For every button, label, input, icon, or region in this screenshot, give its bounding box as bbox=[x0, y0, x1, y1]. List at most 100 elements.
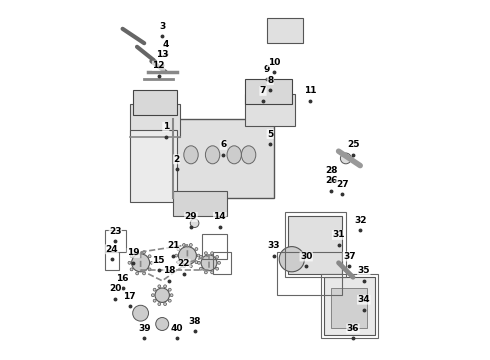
Circle shape bbox=[169, 288, 171, 291]
Text: 12: 12 bbox=[152, 61, 165, 70]
Bar bbox=[173, 119, 274, 198]
Bar bbox=[130, 130, 176, 202]
Circle shape bbox=[182, 265, 185, 267]
Circle shape bbox=[130, 255, 133, 258]
Bar bbox=[104, 230, 126, 252]
Circle shape bbox=[169, 299, 171, 302]
Ellipse shape bbox=[242, 146, 256, 164]
Circle shape bbox=[199, 267, 202, 270]
Text: 16: 16 bbox=[116, 274, 129, 283]
Bar bbox=[104, 252, 119, 270]
Circle shape bbox=[158, 303, 161, 306]
Text: 29: 29 bbox=[185, 212, 197, 221]
Text: 4: 4 bbox=[163, 40, 169, 49]
Circle shape bbox=[177, 261, 180, 264]
Circle shape bbox=[164, 303, 167, 306]
Text: 34: 34 bbox=[358, 295, 370, 304]
Text: 20: 20 bbox=[109, 284, 122, 293]
Circle shape bbox=[201, 255, 217, 271]
Text: 8: 8 bbox=[267, 76, 273, 85]
Circle shape bbox=[216, 256, 219, 258]
Bar bbox=[277, 252, 342, 295]
Text: 31: 31 bbox=[332, 230, 345, 239]
Circle shape bbox=[211, 252, 214, 255]
Circle shape bbox=[148, 268, 151, 271]
Text: 2: 2 bbox=[173, 155, 180, 164]
Circle shape bbox=[190, 219, 199, 228]
Bar bbox=[267, 18, 303, 43]
Text: 38: 38 bbox=[188, 317, 201, 326]
Text: 10: 10 bbox=[268, 58, 280, 67]
Circle shape bbox=[195, 261, 198, 264]
Circle shape bbox=[341, 153, 351, 164]
Text: 40: 40 bbox=[171, 324, 183, 333]
Bar bbox=[324, 277, 374, 335]
Circle shape bbox=[132, 254, 149, 272]
Ellipse shape bbox=[205, 146, 220, 164]
Circle shape bbox=[133, 305, 148, 321]
Text: 1: 1 bbox=[163, 122, 169, 131]
Text: 5: 5 bbox=[267, 130, 273, 139]
Text: 13: 13 bbox=[156, 50, 169, 59]
Text: 23: 23 bbox=[109, 227, 122, 236]
Circle shape bbox=[164, 285, 167, 288]
Text: 11: 11 bbox=[303, 86, 316, 95]
Text: 35: 35 bbox=[358, 266, 370, 275]
Circle shape bbox=[279, 247, 304, 272]
Circle shape bbox=[175, 254, 178, 257]
Bar bbox=[331, 288, 368, 328]
Circle shape bbox=[158, 285, 161, 288]
Text: 15: 15 bbox=[152, 256, 165, 265]
Circle shape bbox=[130, 268, 133, 271]
Circle shape bbox=[143, 251, 146, 254]
Text: 21: 21 bbox=[167, 241, 179, 250]
Bar bbox=[245, 79, 292, 104]
Circle shape bbox=[218, 261, 220, 264]
Text: 14: 14 bbox=[214, 212, 226, 221]
Circle shape bbox=[204, 252, 207, 255]
Text: 25: 25 bbox=[347, 140, 359, 149]
Text: 28: 28 bbox=[325, 166, 338, 175]
Text: 27: 27 bbox=[336, 180, 348, 189]
Text: 6: 6 bbox=[220, 140, 226, 149]
Ellipse shape bbox=[184, 146, 198, 164]
Circle shape bbox=[143, 272, 146, 275]
Text: 36: 36 bbox=[347, 324, 359, 333]
Circle shape bbox=[197, 261, 200, 264]
Circle shape bbox=[170, 294, 173, 297]
Bar bbox=[320, 274, 378, 338]
Circle shape bbox=[199, 256, 202, 258]
Text: 30: 30 bbox=[300, 252, 313, 261]
Circle shape bbox=[136, 272, 139, 275]
Circle shape bbox=[156, 318, 169, 330]
Text: 9: 9 bbox=[264, 65, 270, 74]
Circle shape bbox=[153, 299, 156, 302]
Text: 37: 37 bbox=[343, 252, 356, 261]
Circle shape bbox=[204, 271, 207, 274]
Circle shape bbox=[177, 248, 180, 251]
Text: 39: 39 bbox=[138, 324, 150, 333]
Circle shape bbox=[190, 244, 192, 247]
Text: 18: 18 bbox=[163, 266, 175, 275]
Circle shape bbox=[128, 261, 131, 264]
Circle shape bbox=[151, 294, 154, 297]
Text: 33: 33 bbox=[268, 241, 280, 250]
Text: 3: 3 bbox=[159, 22, 165, 31]
Text: 17: 17 bbox=[123, 292, 136, 301]
Circle shape bbox=[197, 254, 200, 257]
Circle shape bbox=[148, 255, 151, 258]
Ellipse shape bbox=[227, 146, 242, 164]
Circle shape bbox=[136, 251, 139, 254]
Text: 22: 22 bbox=[177, 259, 190, 268]
Bar bbox=[202, 234, 227, 259]
Bar bbox=[245, 94, 295, 126]
Text: 19: 19 bbox=[127, 248, 140, 257]
Circle shape bbox=[150, 261, 153, 264]
Text: 32: 32 bbox=[354, 216, 367, 225]
Circle shape bbox=[155, 288, 170, 302]
Circle shape bbox=[216, 267, 219, 270]
Text: 24: 24 bbox=[105, 245, 118, 254]
Bar bbox=[213, 252, 231, 274]
Bar bbox=[130, 104, 180, 137]
Text: 7: 7 bbox=[260, 86, 266, 95]
